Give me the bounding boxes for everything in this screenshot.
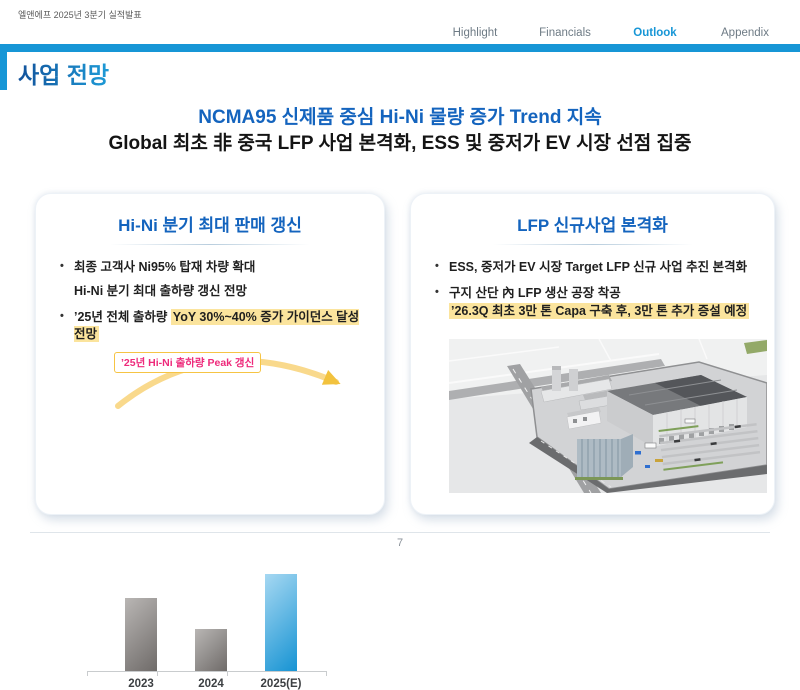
bullet-list: ESS, 중저가 EV 시장 Target LFP 신규 사업 추진 본격화 구…: [433, 259, 756, 320]
bar-chart: 2023 2024 2025(E): [87, 572, 327, 690]
headline-secondary: Global 최초 非 중국 LFP 사업 본격화, ESS 및 중저가 EV …: [108, 133, 692, 154]
divider: [492, 244, 693, 245]
chart-bar-2024: [195, 629, 227, 671]
card-title: Hi-Ni 분기 최대 판매 갱신: [118, 216, 302, 235]
headline-primary: NCMA95 신제품 중심 Hi-Ni 물량 증가 Trend 지속: [198, 107, 602, 128]
section-title: 사업 전망: [18, 56, 109, 90]
section-accent-bar: [0, 52, 7, 90]
tab-appendix[interactable]: Appendix: [721, 27, 769, 39]
x-tick-label: 2024: [198, 678, 224, 690]
document-title: 엘앤에프 2025년 3분기 실적발표: [18, 10, 142, 20]
highlight-text: ’26.3Q 최초 3만 톤 Capa 구축 후, 3만 톤 추가 증설 예정: [449, 302, 750, 319]
footer-divider: [30, 532, 770, 533]
lfp-card: LFP 신규사업 본격화 ESS, 중저가 EV 시장 Target LFP 신…: [410, 193, 775, 515]
card-title: LFP 신규사업 본격화: [517, 216, 668, 235]
x-tick-label: 2025(E): [260, 678, 302, 690]
peak-callout-label: ’25년 Hi-Ni 출하량 Peak 갱신: [114, 352, 262, 373]
axis-tick: [87, 672, 88, 676]
axis-tick: [326, 672, 327, 676]
bullet-item: ’25년 전체 출하량 YoY 30%~40% 증가 가이던스 달성 전망: [58, 308, 366, 343]
chart-bar-2023: [125, 598, 157, 671]
page-number: 7: [396, 537, 404, 549]
hi-ni-card: Hi-Ni 분기 최대 판매 갱신 최종 고객사 Ni95% 탑재 차량 확대 …: [35, 193, 385, 690]
bullet-text: ’25년 전체 출하량: [74, 309, 171, 324]
nav-tabs: Highlight Financials Outlook Appendix: [430, 27, 790, 39]
chart-bar-2025e: [265, 574, 297, 671]
axis-tick: [157, 672, 158, 676]
accent-strip: [0, 44, 800, 52]
bullet-list: 최종 고객사 Ni95% 탑재 차량 확대 Hi-Ni 분기 최대 출하량 갱신…: [58, 259, 366, 343]
bullet-item: ESS, 중저가 EV 시장 Target LFP 신규 사업 추진 본격화: [433, 259, 756, 276]
bullet-item-continuation: ’26.3Q 최초 3만 톤 Capa 구축 후, 3만 톤 추가 증설 예정: [433, 302, 756, 320]
lfp-factory-rendering-image: [449, 339, 767, 493]
x-tick-label: 2023: [128, 678, 154, 690]
bullet-item: 구지 산단 內 LFP 생산 공장 착공: [433, 285, 756, 302]
tab-financials[interactable]: Financials: [539, 27, 591, 39]
divider: [110, 244, 310, 245]
tab-outlook[interactable]: Outlook: [633, 27, 677, 39]
axis-tick: [227, 672, 228, 676]
bullet-item: 최종 고객사 Ni95% 탑재 차량 확대: [58, 259, 366, 276]
tab-highlight[interactable]: Highlight: [452, 27, 498, 39]
slide: 엘앤에프 2025년 3분기 실적발표 Highlight Financials…: [0, 0, 800, 553]
bullet-item-continuation: Hi-Ni 분기 최대 출하량 갱신 전망: [74, 283, 248, 298]
